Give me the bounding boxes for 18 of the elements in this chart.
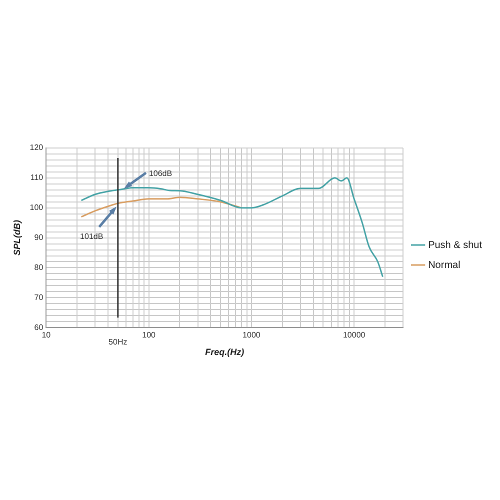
x-tick-label: 1000 [242,330,261,340]
y-axis-title: SPL(dB) [12,220,22,256]
annotation: 101dB [80,232,104,241]
x-tick-label: 10 [42,330,52,340]
ref-line-label: 50Hz [108,338,128,347]
x-tick-label: 10000 [342,330,366,340]
y-tick-label: 120 [30,143,44,152]
y-tick-label: 110 [30,173,44,182]
legend-label: Normal [428,260,460,271]
x-tick-label: 100 [142,330,156,340]
y-tick-label: 70 [34,292,44,302]
annotation: 106dB [148,168,172,178]
y-tick-label: 80 [34,262,44,272]
y-tick-label: 90 [34,233,44,242]
y-tick-label: 100 [30,203,44,212]
legend-label: Push & shut [428,240,482,251]
y-tick-label: 60 [34,322,44,332]
x-axis-title: Freq.(Hz) [205,347,244,358]
